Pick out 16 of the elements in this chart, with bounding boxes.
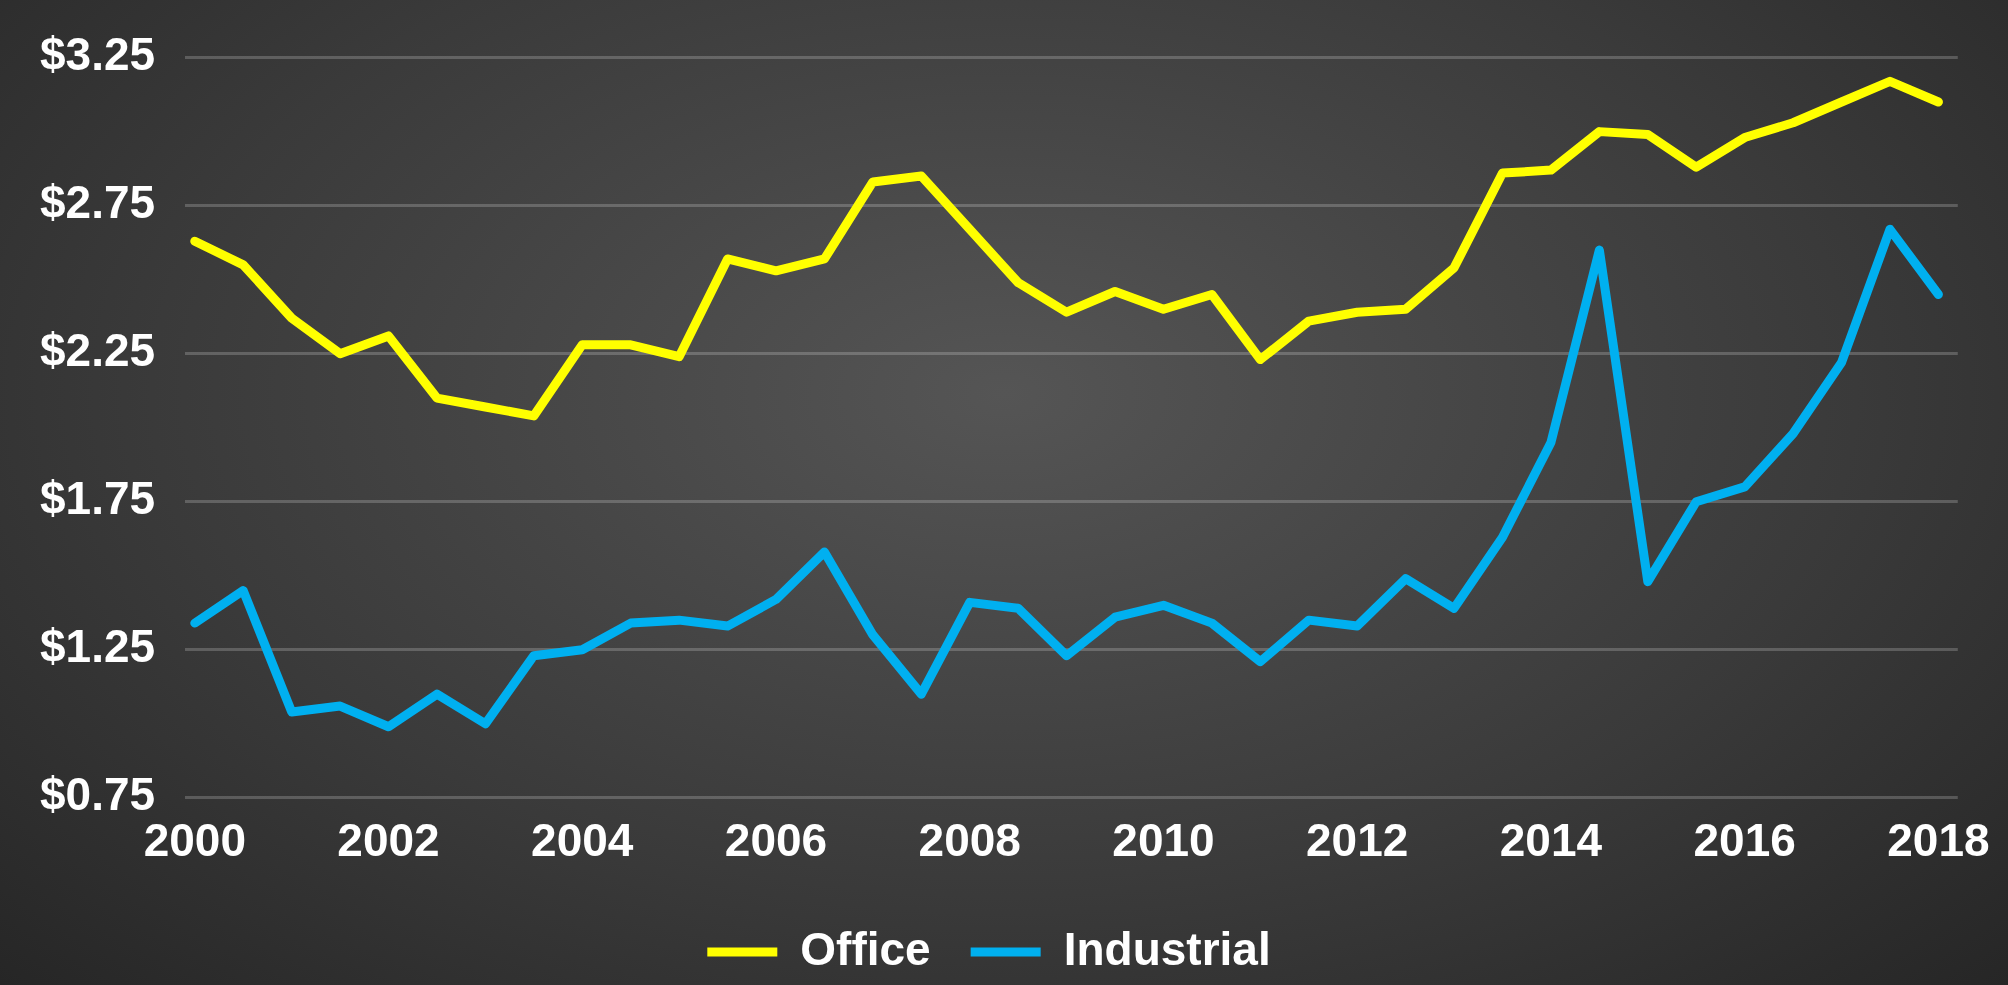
x-tick-label: 2014: [1499, 814, 1603, 867]
y-tick-label: $2.75: [39, 176, 156, 229]
x-tick-label: 2006: [724, 814, 828, 867]
legend-label: Industrial: [1063, 922, 1271, 975]
legend-label: Office: [800, 922, 931, 975]
x-tick-label: 2004: [531, 814, 634, 867]
x-tick-label: 2012: [1306, 814, 1409, 867]
y-tick-label: $1.75: [39, 472, 156, 525]
x-tick-label: 2002: [337, 814, 440, 867]
x-tick-label: 2008: [918, 814, 1021, 867]
x-tick-label: 2016: [1693, 814, 1796, 867]
y-tick-label: $2.25: [39, 324, 156, 377]
y-tick-label: $1.25: [39, 620, 156, 673]
x-tick-label: 2010: [1112, 814, 1215, 867]
y-tick-label: $3.25: [39, 28, 156, 81]
x-tick-label: 2018: [1887, 814, 1990, 867]
